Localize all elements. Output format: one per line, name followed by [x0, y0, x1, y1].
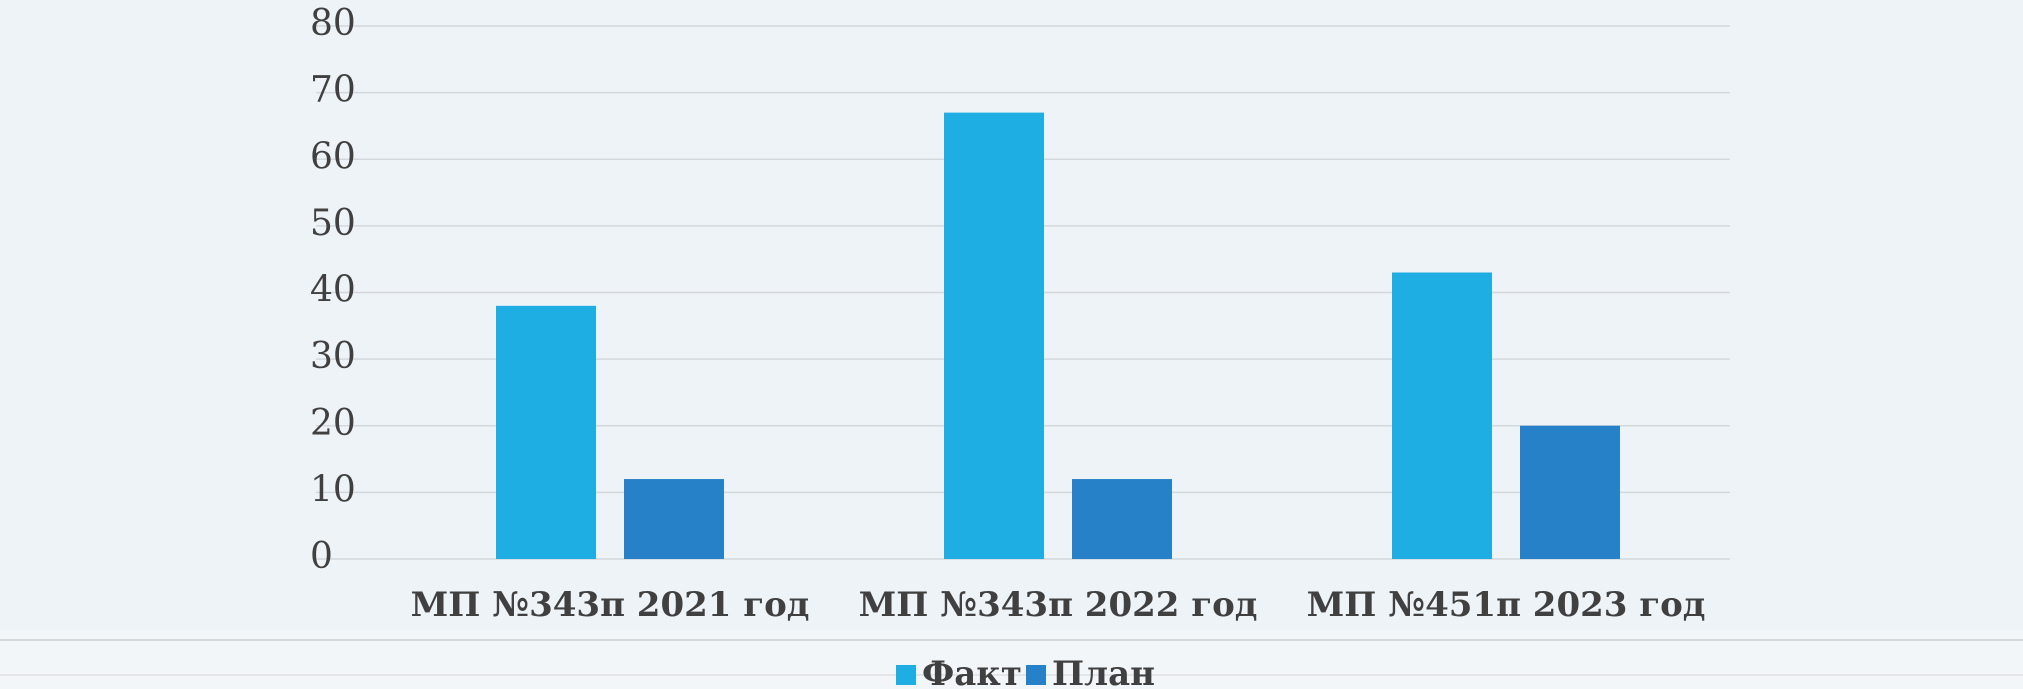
- y-tick-label: 30: [310, 336, 356, 377]
- y-tick-label: 70: [310, 70, 356, 111]
- y-tick-label: 60: [310, 136, 356, 177]
- x-tick-label: МП №343п 2022 год: [859, 585, 1258, 625]
- y-tick-label: 0: [310, 536, 333, 577]
- bar: [496, 306, 596, 559]
- chart: 0 10 20 30 40 50 60 70 80 МП №343п 2021 год МП №34…: [0, 0, 2023, 689]
- bar: [1520, 426, 1620, 559]
- page: 0 10 20 30 40 50 60 70 80 МП №343п 2021 год МП №34…: [0, 0, 2023, 689]
- bar: [1072, 479, 1172, 559]
- x-tick-label: МП №343п 2021 год: [411, 585, 810, 625]
- y-tick-label: 20: [310, 403, 356, 444]
- bar: [1392, 273, 1492, 559]
- legend-swatch: [896, 665, 916, 685]
- x-tick-label: МП №451п 2023 год: [1307, 585, 1706, 625]
- legend-swatch: [1026, 665, 1046, 685]
- y-tick-label: 50: [310, 203, 356, 244]
- bar: [624, 479, 724, 559]
- y-tick-label: 10: [310, 469, 356, 510]
- y-tick-label: 80: [310, 3, 356, 44]
- legend-label: Факт: [922, 654, 1022, 689]
- y-tick-label: 40: [310, 270, 356, 311]
- bar: [944, 113, 1044, 559]
- legend-label: План: [1052, 654, 1155, 689]
